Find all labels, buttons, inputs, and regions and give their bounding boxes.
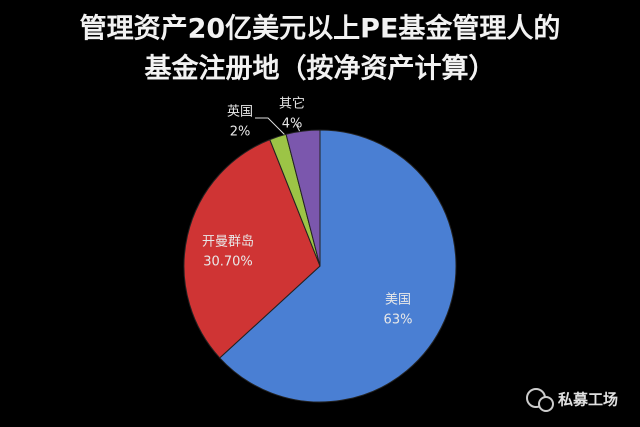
value-label: 4% (282, 117, 303, 132)
pie-slice (219, 129, 457, 403)
value-label: 2% (230, 125, 251, 140)
pie-slice (183, 138, 321, 359)
value-label: 63% (384, 313, 413, 328)
chart-title: 基金注册地（按净资产计算） (145, 53, 496, 85)
slice-label: 开曼群岛 (202, 234, 254, 250)
slice-label: 美国 (385, 293, 411, 308)
watermark-text: 私募工场 (557, 391, 618, 409)
watermark-icon (538, 396, 554, 412)
leader-line (255, 117, 289, 139)
slice-label: 英国 (227, 105, 253, 120)
watermark: 私募工场 (526, 388, 618, 412)
slice-label: 其它 (279, 96, 305, 112)
value-label: 30.70% (203, 255, 253, 270)
chart-title: 管理资产20亿美元以上PE基金管理人的 (80, 13, 561, 45)
pie-slice (285, 129, 321, 267)
